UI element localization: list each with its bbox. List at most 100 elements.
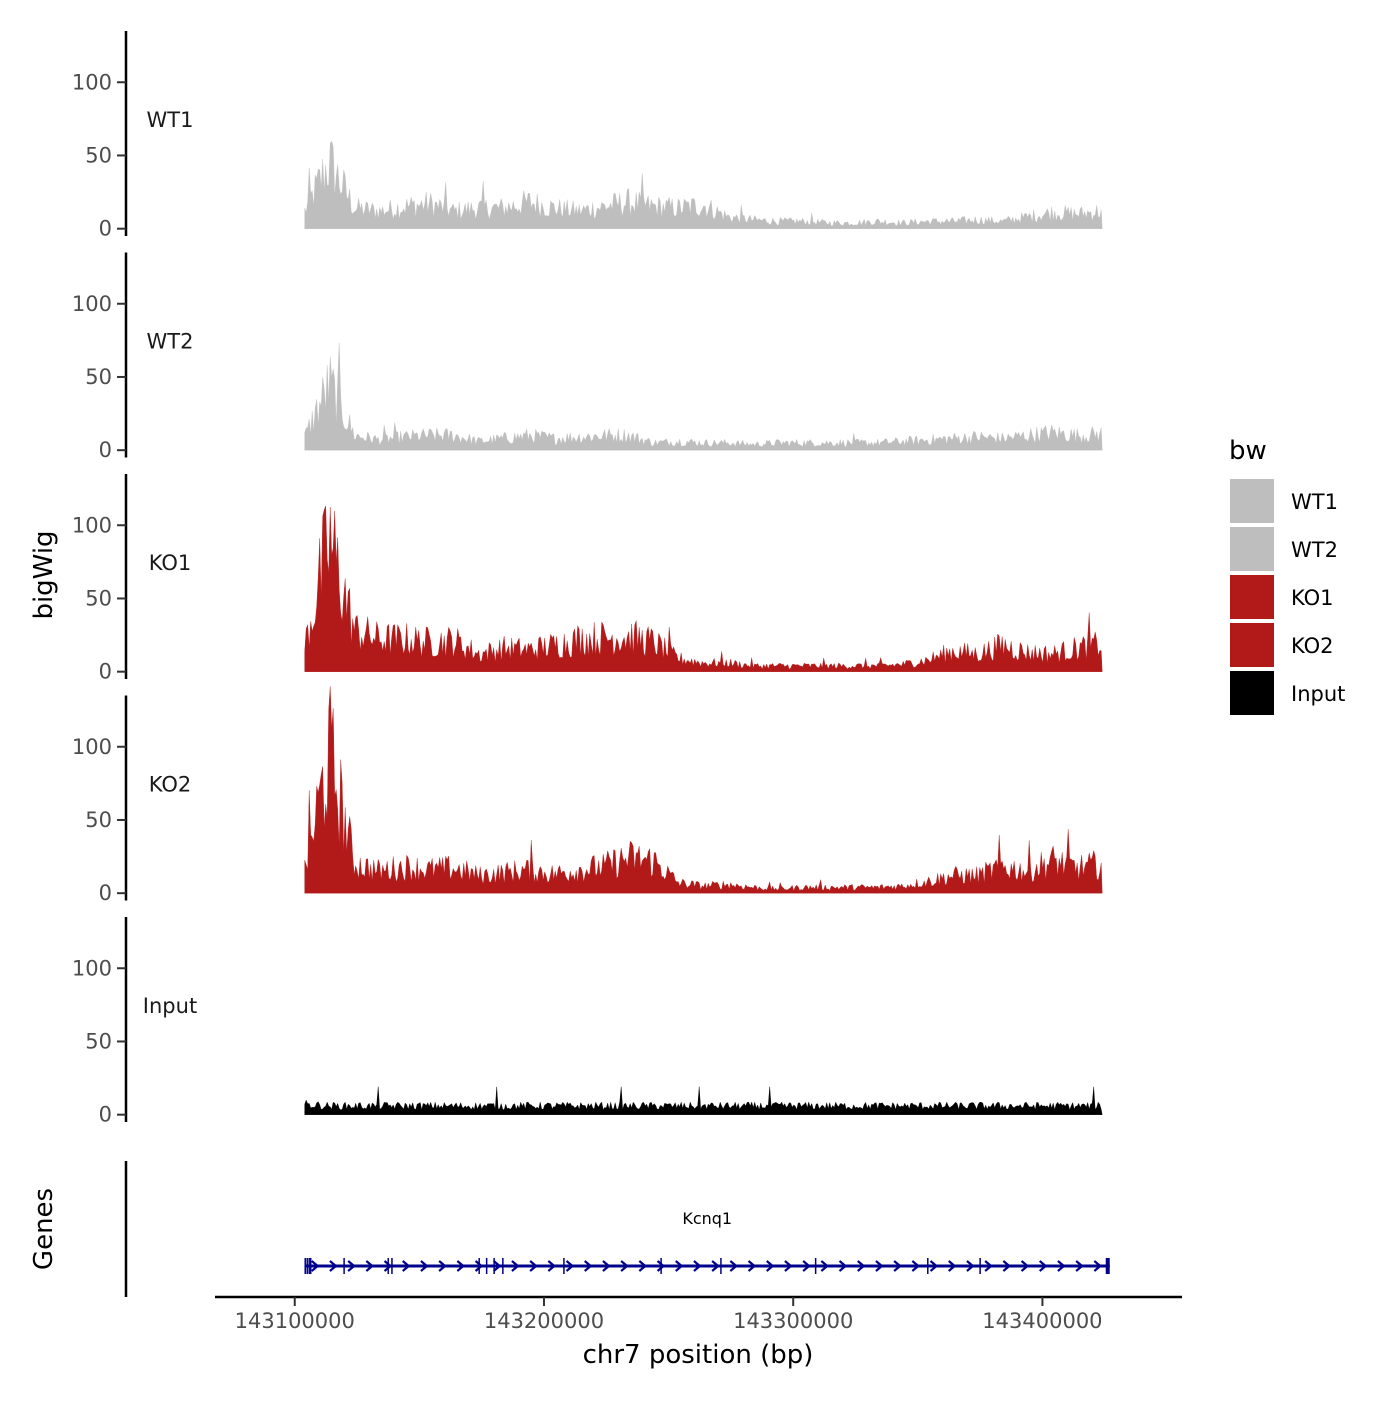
strand-arrow [857, 1260, 866, 1272]
strand-arrow [784, 1260, 793, 1272]
gene-exon [493, 1258, 495, 1274]
gene-exon [502, 1258, 504, 1274]
gene-exon [308, 1258, 310, 1274]
strand-arrow [329, 1260, 338, 1272]
strand-arrow [729, 1260, 739, 1272]
strand-arrow [383, 1260, 393, 1272]
y-tick-label: 50 [85, 143, 112, 167]
track-panel-input: 0 50 100 Input [72, 917, 1103, 1127]
y-tick-label: 100 [72, 735, 112, 759]
gene-exon [563, 1258, 565, 1274]
legend-entries: WT1 WT2 KO1 KO2 Input [1230, 479, 1345, 715]
strand-arrow [402, 1260, 411, 1272]
track-label-ko1: KO1 [149, 551, 192, 575]
legend-title: bw [1229, 436, 1267, 466]
track-label-input: Input [143, 994, 197, 1018]
strand-arrow [347, 1260, 356, 1272]
strand-arrow [474, 1260, 484, 1272]
y-tick-label: 0 [99, 217, 112, 241]
legend-label-ko1: KO1 [1291, 586, 1334, 610]
track-label-ko2: KO2 [149, 772, 192, 796]
strand-arrow [1075, 1260, 1084, 1272]
gene-exon [814, 1258, 817, 1274]
strand-arrow [747, 1260, 757, 1272]
strand-arrow [529, 1260, 538, 1272]
gene-exons [304, 1258, 1110, 1274]
strand-arrow [602, 1260, 611, 1272]
track-panel-ko1: 0 50 100 KO1 [72, 474, 1103, 684]
strand-arrow [420, 1260, 429, 1272]
signal-area-wt1 [304, 140, 1103, 229]
legend-swatch-wt2 [1230, 527, 1274, 571]
legend-label-wt1: WT1 [1291, 490, 1338, 514]
strand-arrow [493, 1260, 502, 1272]
strand-arrow [966, 1260, 975, 1272]
y-tick-label: 0 [99, 1103, 112, 1127]
gene-exon [387, 1258, 389, 1274]
legend-swatch-input [1230, 671, 1274, 715]
strand-arrow [565, 1260, 575, 1272]
legend-label-ko2: KO2 [1291, 634, 1334, 658]
track-panel-wt1: 0 50 100 WT1 [72, 31, 1103, 241]
strand-arrow [1093, 1260, 1103, 1272]
gene-exon [1105, 1258, 1110, 1274]
strand-arrow [984, 1260, 993, 1272]
legend: bw WT1 WT2 KO1 KO2 Input [1229, 436, 1345, 715]
strand-arrow [456, 1260, 466, 1272]
gene-exon [343, 1258, 345, 1274]
strand-arrow [511, 1260, 520, 1272]
strand-arrow [656, 1260, 666, 1272]
strand-arrow [638, 1260, 648, 1272]
strand-arrow [365, 1260, 375, 1272]
gene-exon [720, 1258, 722, 1274]
gene-exon [478, 1258, 480, 1274]
gene-exon [660, 1258, 662, 1274]
legend-label-wt2: WT2 [1291, 538, 1338, 562]
strand-arrow [620, 1260, 629, 1272]
gene-exon [979, 1258, 981, 1274]
x-tick-label: 143300000 [733, 1309, 853, 1333]
signal-area-ko2 [304, 686, 1103, 894]
strand-arrow [693, 1260, 702, 1272]
strand-arrow [875, 1260, 884, 1272]
y-tick-label: 100 [72, 292, 112, 316]
y-tick-label: 100 [72, 956, 112, 980]
strand-arrow [1039, 1260, 1048, 1272]
gene-exon [304, 1258, 306, 1274]
track-label-wt2: WT2 [147, 329, 194, 353]
strand-arrow [893, 1260, 902, 1272]
strand-arrow [929, 1260, 939, 1272]
y-tick-label: 100 [72, 513, 112, 537]
gene-name-label: Kcnq1 [682, 1209, 732, 1228]
x-tick-label: 143100000 [235, 1309, 355, 1333]
strand-arrow [838, 1260, 848, 1272]
y-tick-label: 50 [85, 586, 112, 610]
y-tick-label: 0 [99, 881, 112, 905]
strand-arrow [711, 1260, 720, 1272]
track-label-wt1: WT1 [147, 108, 194, 132]
gene-exon [927, 1258, 929, 1274]
strand-arrow [766, 1260, 775, 1272]
tracks-layer: 0 50 100 WT1 0 50 100 WT2 0 50 100 KO1 0 50 100 KO2 0 50 1… [72, 31, 1103, 1127]
y-tick-label: 0 [99, 438, 112, 462]
strand-arrow [1057, 1260, 1066, 1272]
track-panel-ko2: 0 50 100 KO2 [72, 686, 1103, 905]
strand-arrow [547, 1260, 557, 1272]
gene-exon [391, 1258, 393, 1274]
y-tick-label: 50 [85, 808, 112, 832]
y-axis-title: bigWig [29, 530, 59, 619]
x-tick-label: 143400000 [982, 1309, 1102, 1333]
x-axis: 143100000 143200000 143300000 143400000 chr… [215, 1295, 1182, 1370]
strand-arrow [911, 1260, 921, 1272]
signal-area-input [304, 1086, 1103, 1115]
strand-arrow [820, 1260, 830, 1272]
x-axis-title: chr7 position (bp) [583, 1340, 814, 1370]
legend-label-input: Input [1291, 682, 1345, 706]
gene-exon [309, 1258, 312, 1274]
y-tick-label: 50 [85, 1029, 112, 1053]
strand-arrow [802, 1260, 811, 1272]
strand-arrow [584, 1260, 593, 1272]
y-tick-label: 50 [85, 365, 112, 389]
gene-strand-arrows [311, 1260, 1103, 1272]
x-tick-label: 143200000 [484, 1309, 604, 1333]
